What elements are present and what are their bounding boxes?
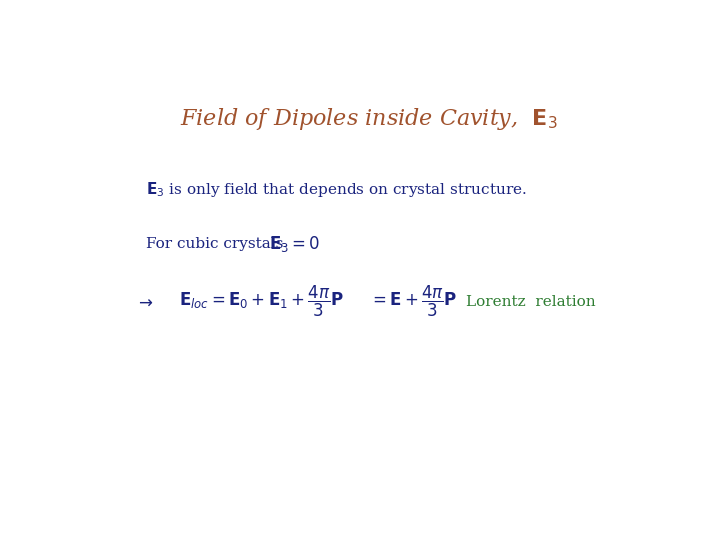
Text: $\mathbf{E}_3 = 0$: $\mathbf{E}_3 = 0$ (269, 234, 320, 254)
Text: $\rightarrow$: $\rightarrow$ (135, 293, 153, 310)
Text: Field of Dipoles inside Cavity,  $\mathbf{E}_3$: Field of Dipoles inside Cavity, $\mathbf… (180, 106, 558, 132)
Text: $\mathbf{E}_3$ is only field that depends on crystal structure.: $\mathbf{E}_3$ is only field that depend… (145, 180, 526, 199)
Text: $\mathbf{E}_{loc} = \mathbf{E}_0 + \mathbf{E}_1 + \dfrac{4\pi}{3}\mathbf{P}$: $\mathbf{E}_{loc} = \mathbf{E}_0 + \math… (179, 284, 344, 320)
Text: $= \mathbf{E} + \dfrac{4\pi}{3}\mathbf{P}$: $= \mathbf{E} + \dfrac{4\pi}{3}\mathbf{P… (369, 284, 457, 320)
Text: For cubic crystals: For cubic crystals (145, 237, 283, 251)
Text: Lorentz  relation: Lorentz relation (466, 295, 595, 309)
